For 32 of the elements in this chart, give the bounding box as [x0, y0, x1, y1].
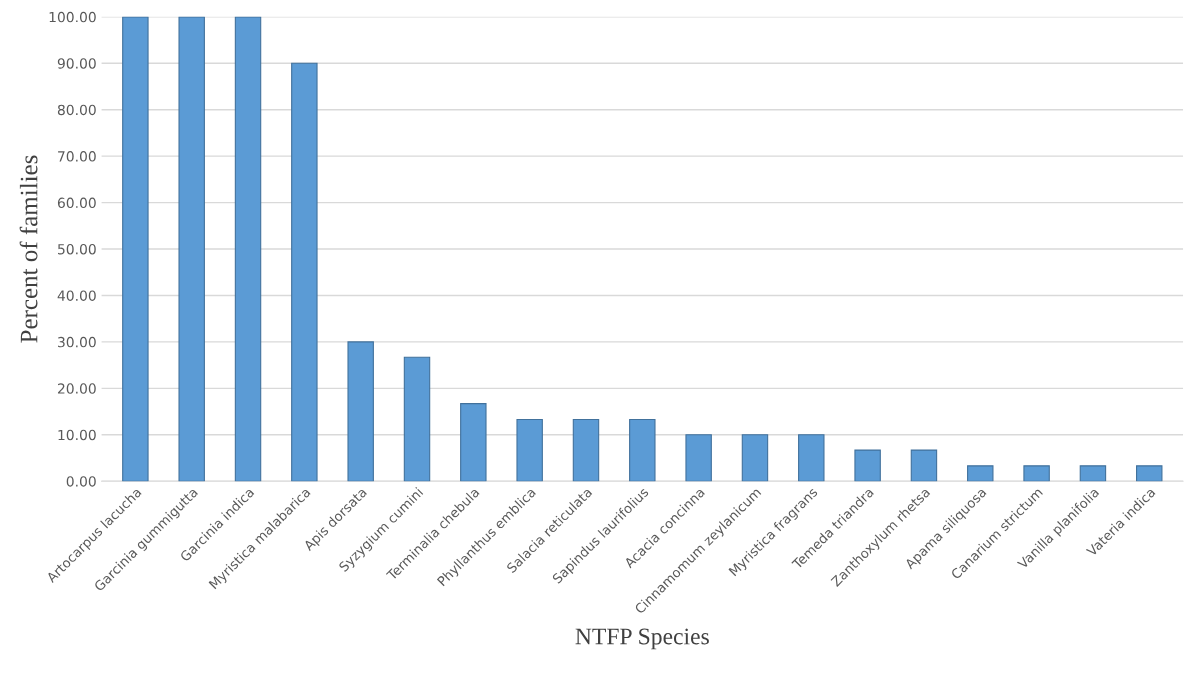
- y-tick-label: 20.00: [57, 383, 96, 394]
- y-tick-label: 0.00: [66, 476, 96, 487]
- bar: [403, 356, 431, 482]
- y-tick-label: 50.00: [58, 243, 96, 255]
- bar: [629, 418, 656, 482]
- y-axis-title: Percent of families: [19, 155, 38, 343]
- bar: [178, 16, 205, 482]
- bar: [460, 403, 487, 482]
- bar: [347, 341, 374, 482]
- y-tick-label: 70.00: [58, 151, 96, 162]
- bar: [1079, 465, 1107, 482]
- y-tick-label: 40.00: [57, 290, 96, 301]
- bar: [741, 434, 769, 482]
- bar: [291, 62, 318, 482]
- bar: [122, 16, 149, 482]
- bar: [572, 418, 600, 482]
- y-tick-label: 30.00: [58, 336, 96, 348]
- bar: [798, 434, 825, 482]
- bar: [685, 434, 712, 482]
- bar: [1136, 465, 1163, 482]
- y-tick-label: 10.00: [58, 429, 96, 441]
- y-tick-label: 90.00: [57, 58, 96, 69]
- bar: [516, 418, 543, 482]
- x-axis-title: NTFP Species: [575, 628, 709, 650]
- bar: [910, 449, 938, 482]
- bar: [1023, 465, 1050, 482]
- bar: [234, 16, 262, 482]
- y-tick-label: 100.00: [49, 11, 96, 23]
- bar: [854, 449, 881, 482]
- bar: [967, 465, 994, 482]
- y-tick-label: 80.00: [57, 104, 96, 116]
- y-tick-label: 60.00: [57, 197, 96, 209]
